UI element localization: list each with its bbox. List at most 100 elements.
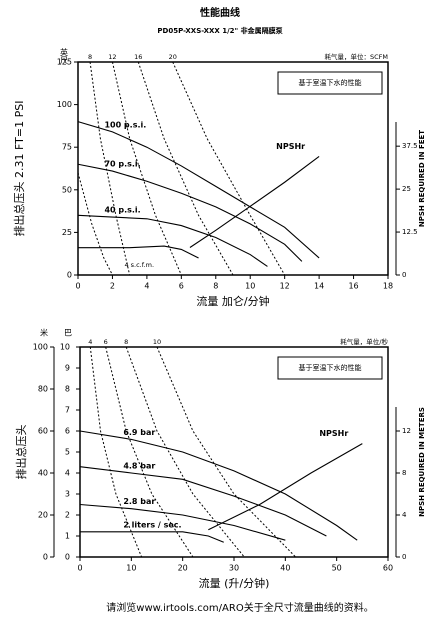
x-tick-label: 0 — [75, 282, 80, 291]
y-tick-label: 5 — [65, 448, 70, 457]
series-label: 4 s.c.f.m. — [124, 261, 154, 269]
x-tick-label: 14 — [314, 282, 324, 291]
y-tick-label: 6 — [65, 427, 70, 436]
y-tick-label: 2 — [65, 511, 70, 520]
note: 基于室温下水的性能 — [299, 363, 362, 372]
y-tick-label: 3 — [65, 490, 70, 499]
y2-label: NPSH REQUIRED IN METERS — [418, 407, 426, 517]
series-line — [111, 61, 182, 276]
series-label: 20 — [169, 53, 177, 61]
series-line — [80, 531, 224, 543]
x-tick-label: 40 — [280, 564, 290, 573]
page-subtitle: PD05P-XXS-XXX 1/2" 非金属隔膜泵 — [157, 26, 282, 35]
series-label: 100 p.s.i. — [104, 120, 146, 129]
x-tick-label: 18 — [383, 282, 393, 291]
x-tick-label: 0 — [77, 564, 82, 573]
series-line — [79, 430, 358, 541]
x-tick-label: 12 — [280, 282, 290, 291]
series-line — [78, 245, 199, 259]
page-title: 性能曲线 — [199, 6, 240, 19]
y-outer-tick-label: 20 — [38, 511, 48, 520]
series-label: 16 — [134, 53, 142, 61]
series-label: 8 — [88, 53, 92, 61]
y-tick-label: 0 — [65, 553, 70, 562]
y-tick-label: 0 — [67, 271, 72, 280]
y-tick-label: 4 — [65, 469, 70, 478]
x-tick-label: 4 — [144, 282, 149, 291]
y2-tick-label: 37.5 — [402, 142, 418, 150]
series-line — [208, 443, 363, 531]
series-label: 70 p.s.i. — [104, 160, 140, 169]
top-label: 耗气量，单位/秒 — [340, 337, 388, 346]
y2-tick-label: 12.5 — [402, 228, 418, 236]
series-line — [89, 61, 131, 276]
series-label: 12 — [108, 53, 116, 61]
series-label: 2 liters / sec. — [123, 520, 181, 529]
x-tick-label: 16 — [348, 282, 358, 291]
series-line — [125, 346, 245, 558]
series-line — [172, 61, 286, 276]
y-outer-tick-label: 60 — [38, 427, 48, 436]
y2-tick-label: 0 — [402, 553, 406, 561]
x-label: 流量 (升/分钟) — [199, 576, 270, 590]
series-line — [77, 214, 268, 267]
series-line — [156, 346, 296, 558]
y2-tick-label: 12 — [402, 427, 411, 435]
note-box — [277, 71, 383, 95]
series-label: 2.8 bar — [123, 497, 155, 506]
series-label: NPSHr — [276, 142, 305, 151]
y-tick-label: 9 — [65, 364, 70, 373]
series-label: 6 — [104, 338, 108, 346]
series-label: 4 — [88, 338, 92, 346]
x-tick-label: 30 — [229, 564, 239, 573]
series-line — [105, 346, 194, 558]
y-tick-label: 8 — [65, 385, 70, 394]
x-tick-label: 60 — [383, 564, 393, 573]
series-line — [89, 346, 143, 558]
series-line — [77, 121, 320, 259]
y-tick-label: 50 — [62, 185, 72, 194]
y-tick-label: 25 — [62, 228, 72, 237]
x-tick-label: 20 — [178, 564, 188, 573]
y-tick-label: 7 — [65, 406, 70, 415]
series-label: 8 — [124, 338, 128, 346]
y-unit: 巴 — [64, 329, 72, 338]
y-outer-unit: 米 — [40, 328, 48, 338]
x-tick-label: 10 — [245, 282, 255, 291]
y-outer-tick-label: 40 — [38, 469, 48, 478]
y-tick-label: 1 — [65, 532, 70, 541]
series-label: 40 p.s.i. — [104, 206, 140, 215]
series-label: 10 — [153, 338, 161, 346]
y2-tick-label: 8 — [402, 469, 406, 477]
y2-tick-label: 25 — [402, 185, 411, 193]
y-unit: 英尺 — [60, 47, 69, 65]
note-box — [277, 356, 383, 380]
y-label: 排出总压头 2.31 FT=1 PSI — [12, 101, 26, 237]
series-line — [77, 163, 303, 262]
series-line — [79, 466, 327, 537]
series-line — [77, 172, 113, 276]
x-tick-label: 50 — [332, 564, 342, 573]
y-tick-label: 100 — [57, 100, 72, 109]
series-line — [189, 156, 320, 248]
x-tick-label: 8 — [213, 282, 218, 291]
y-outer-tick-label: 0 — [43, 553, 48, 562]
y2-tick-label: 0 — [402, 271, 406, 279]
y-label: 排出总压头 — [14, 425, 28, 480]
series-label: 6.9 bar — [123, 428, 155, 437]
y-tick-label: 10 — [60, 343, 70, 352]
note: 基于室温下水的性能 — [299, 78, 362, 87]
series-label: NPSHr — [319, 429, 348, 438]
series-line — [79, 503, 286, 541]
x-tick-label: 2 — [110, 282, 115, 291]
footer: 请浏览www.irtools.com/ARO关于全尺寸流量曲线的资料。 — [106, 601, 373, 614]
x-tick-label: 10 — [126, 564, 136, 573]
top-label: 耗气量，单位：SCFM — [324, 52, 388, 61]
series-label: 4.8 bar — [123, 462, 155, 471]
x-tick-label: 6 — [179, 282, 184, 291]
series-line — [137, 61, 234, 276]
y-outer-tick-label: 100 — [33, 343, 48, 352]
y2-tick-label: 4 — [402, 511, 407, 519]
x-label: 流量 加仑/分钟 — [196, 294, 269, 308]
